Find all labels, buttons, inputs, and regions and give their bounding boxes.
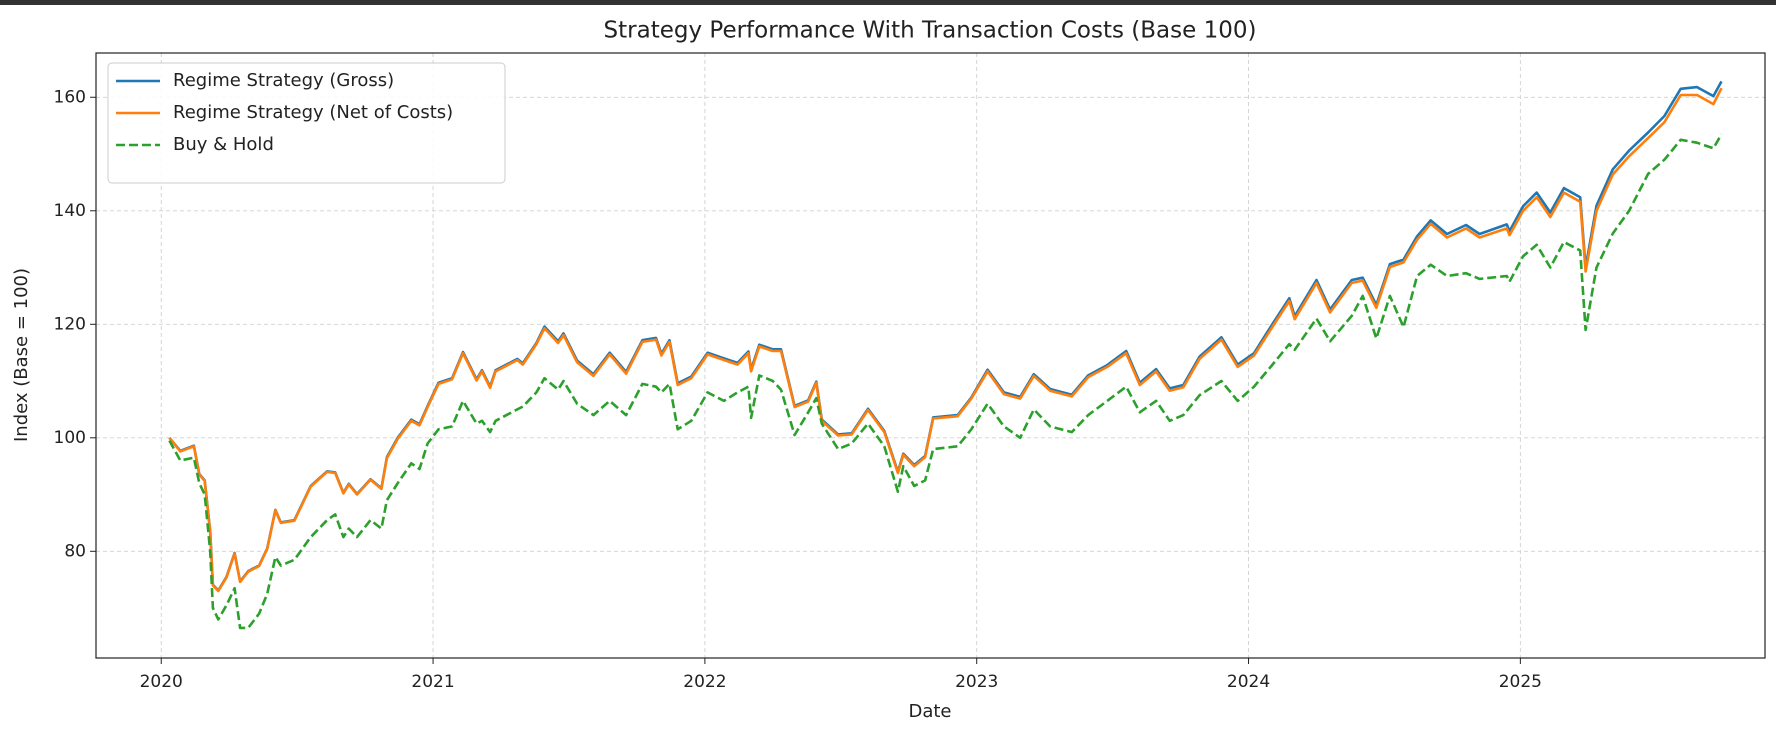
series-line [168,133,1723,630]
plot-frame [95,52,1766,659]
legend-label: Regime Strategy (Net of Costs) [173,102,453,123]
legend-label: Buy & Hold [173,134,274,155]
x-tick-label: 2021 [411,672,454,692]
y-tick-label: 160 [54,87,86,107]
y-tick-label: 120 [54,314,86,334]
chart-title: Strategy Performance With Transaction Co… [604,18,1257,44]
x-axis-label: Date [908,701,951,722]
x-tick-label: 2024 [1227,672,1270,692]
y-tick-label: 140 [54,201,86,221]
legend-label: Regime Strategy (Gross) [173,70,394,91]
window-bar [0,0,1776,5]
y-tick-label: 80 [64,541,86,561]
legend-box [107,62,506,184]
series-line [168,87,1723,593]
y-tick-label: 100 [54,428,86,448]
x-tick-label: 2025 [1499,672,1542,692]
x-tick-label: 2020 [140,672,183,692]
y-axis-label: Index (Base = 100) [11,268,32,442]
x-tick-label: 2023 [955,672,998,692]
x-tick-label: 2022 [683,672,726,692]
